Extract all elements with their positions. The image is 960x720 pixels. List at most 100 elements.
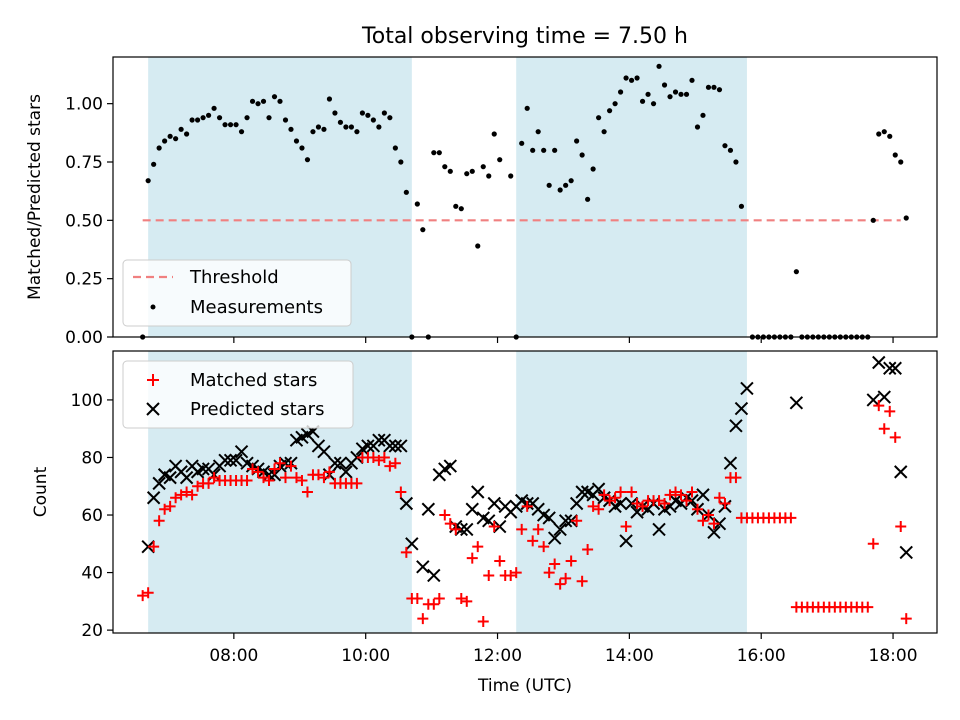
top-legend: Threshold Measurements [122, 259, 352, 327]
measurement-point-19 [244, 115, 250, 121]
predicted-point-114 [888, 361, 902, 375]
measurement-point-100 [694, 124, 701, 130]
bottom-xtick-label-3: 14:00 [605, 646, 654, 666]
predicted-point-110 [866, 393, 880, 407]
predicted-point-34 [328, 456, 342, 470]
matched-point-70 [521, 500, 533, 512]
measurement-point-4 [162, 138, 168, 144]
measurement-point-12 [205, 112, 212, 118]
predicted-point-46 [394, 439, 408, 453]
measurement-point-32 [315, 124, 322, 130]
predicted-point-78 [575, 485, 589, 499]
predicted-point-113 [883, 361, 897, 375]
matched-point-53 [428, 598, 440, 610]
matched-point-103 [702, 509, 714, 521]
matched-point-55 [439, 509, 451, 521]
measurement-point-48 [403, 189, 409, 195]
matched-point-133 [867, 538, 879, 550]
measurement-point-78 [574, 138, 580, 144]
matched-point-83 [593, 503, 605, 515]
matched-point-75 [549, 558, 561, 570]
matched-point-62 [477, 615, 489, 627]
matched-point-86 [609, 492, 621, 504]
measurement-point-62 [480, 164, 486, 170]
measurement-point-17 [233, 122, 239, 128]
legend-matched-label: Matched stars [190, 370, 317, 391]
matched-point-72 [532, 523, 544, 535]
measurement-point-66 [508, 173, 514, 179]
matched-point-79 [571, 515, 583, 527]
bottom-ylabel: Count [31, 466, 51, 517]
measurement-point-68 [519, 140, 525, 146]
measurement-point-71 [535, 129, 541, 135]
measurement-point-40 [359, 110, 365, 116]
measurement-point-94 [661, 82, 668, 88]
predicted-point-105 [723, 456, 738, 470]
bottom-ytick-label-4: 100 [71, 391, 103, 411]
matched-point-87 [615, 486, 627, 498]
matched-point-12 [203, 477, 215, 489]
bottom-ytick-label-0: 20 [81, 621, 103, 641]
matched-point-99 [681, 495, 693, 507]
predicted-point-49 [416, 560, 430, 574]
matched-point-57 [450, 523, 462, 535]
measurement-point-59 [464, 171, 470, 177]
matched-point-64 [488, 521, 500, 533]
predicted-point-44 [383, 439, 397, 453]
bottom-ytick-label-1: 40 [81, 564, 103, 584]
measurement-point-5 [167, 133, 173, 139]
legend-matched-swatch [147, 374, 159, 386]
measurement-point-25 [277, 98, 283, 104]
predicted-point-74 [553, 522, 567, 537]
bottom-ytick-label-3: 80 [81, 448, 103, 468]
matched-point-3 [153, 515, 165, 527]
measurement-point-21 [255, 101, 261, 107]
predicted-point-47 [399, 496, 414, 511]
top-x-ticks [233, 337, 894, 343]
measurement-point-16 [227, 122, 234, 128]
measurement-point-72 [541, 147, 547, 153]
predicted-point-51 [427, 568, 441, 583]
measurement-point-36 [337, 119, 344, 125]
matched-point-9 [186, 489, 198, 501]
predicted-point-61 [482, 514, 496, 528]
matched-point-101 [691, 503, 703, 515]
matched-point-5 [164, 500, 176, 512]
measurement-point-87 [623, 75, 629, 81]
matched-point-25 [274, 457, 286, 469]
matched-point-39 [351, 477, 363, 489]
matched-point-1 [142, 587, 154, 599]
predicted-point-72 [542, 511, 556, 525]
top-ytick-label-0: 0.00 [65, 328, 103, 348]
predicted-point-15 [223, 453, 238, 468]
measurement-point-9 [189, 117, 195, 123]
matched-point-48 [400, 546, 412, 558]
measurement-point-26 [282, 117, 289, 123]
predicted-point-1 [146, 491, 161, 505]
matched-point-74 [543, 567, 555, 579]
bottom-xtick-label-5: 18:00 [869, 646, 918, 666]
measurement-point-15 [222, 122, 228, 128]
matched-point-26 [279, 472, 291, 484]
matched-point-105 [713, 492, 725, 504]
predicted-point-109 [789, 396, 804, 410]
measurement-point-8 [184, 131, 190, 137]
measurement-point-10 [194, 117, 201, 123]
predicted-point-14 [218, 453, 232, 468]
chart-title: Total observing time = 7.50 h [361, 24, 688, 49]
measurement-point-53 [431, 150, 437, 156]
measurement-point-50 [414, 201, 420, 207]
matched-point-44 [378, 451, 390, 463]
predicted-point-54 [443, 459, 457, 473]
measurement-point-83 [601, 129, 607, 135]
measurement-point-13 [211, 105, 217, 111]
predicted-point-100 [696, 488, 710, 502]
bottom-xtick-label-4: 16:00 [737, 646, 786, 666]
predicted-point-112 [877, 390, 891, 404]
matched-point-46 [389, 457, 401, 469]
predicted-point-7 [179, 470, 194, 485]
matched-point-19 [241, 474, 253, 486]
matched-point-76 [554, 578, 566, 590]
matched-point-89 [626, 486, 638, 498]
